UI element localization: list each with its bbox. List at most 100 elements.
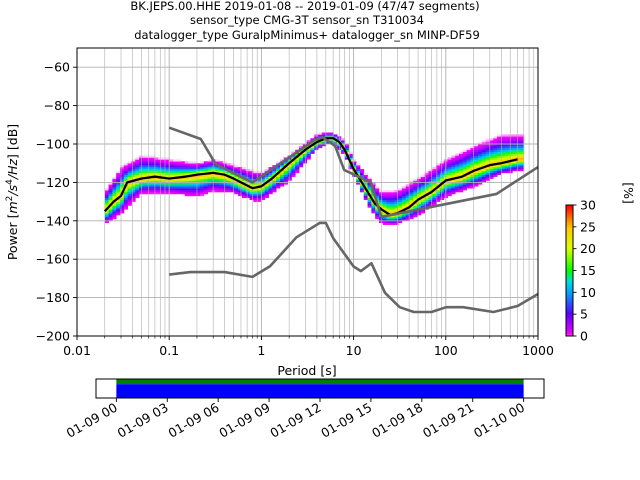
density-cell bbox=[363, 193, 368, 197]
density-cell bbox=[226, 180, 231, 183]
density-cell bbox=[165, 190, 170, 193]
density-cell bbox=[207, 186, 212, 189]
density-cell bbox=[478, 144, 483, 147]
y-tick-label: −100 bbox=[36, 137, 70, 152]
density-cell bbox=[489, 140, 494, 143]
density-cell bbox=[367, 176, 372, 179]
density-cell bbox=[161, 188, 167, 191]
density-cell bbox=[436, 170, 441, 174]
density-cell bbox=[264, 176, 269, 179]
density-cell bbox=[516, 134, 521, 137]
density-cell bbox=[207, 165, 212, 168]
density-cell bbox=[131, 192, 136, 195]
coverage-tick-label: 01-09 00 bbox=[64, 400, 120, 441]
density-cell bbox=[135, 180, 140, 183]
density-cell bbox=[150, 186, 155, 189]
density-cell bbox=[436, 163, 441, 166]
density-cell bbox=[401, 188, 407, 191]
density-cell bbox=[177, 188, 182, 191]
density-cell bbox=[211, 163, 216, 166]
density-cell bbox=[127, 188, 132, 191]
density-cell bbox=[192, 186, 197, 189]
density-cell bbox=[238, 167, 243, 170]
density-cell bbox=[462, 163, 467, 166]
density-cell bbox=[516, 144, 521, 147]
density-cell bbox=[516, 149, 521, 152]
density-cell bbox=[253, 176, 258, 179]
density-cell bbox=[161, 170, 167, 174]
density-cell bbox=[455, 153, 460, 156]
density-cell bbox=[401, 218, 407, 222]
density-cell bbox=[508, 134, 513, 137]
density-cell bbox=[455, 165, 460, 168]
density-cell bbox=[356, 168, 361, 172]
density-cell bbox=[219, 182, 224, 185]
density-cell bbox=[112, 197, 117, 200]
density-cell bbox=[192, 167, 197, 170]
density-cell bbox=[139, 190, 144, 193]
density-cell bbox=[500, 155, 506, 158]
density-cell bbox=[177, 168, 182, 172]
density-cell bbox=[238, 188, 243, 191]
density-cell bbox=[116, 182, 121, 185]
density-cell bbox=[104, 203, 109, 206]
density-cell bbox=[508, 165, 513, 168]
density-cell bbox=[119, 165, 125, 168]
density-cell bbox=[283, 180, 288, 183]
density-cell bbox=[401, 216, 407, 220]
density-cell bbox=[394, 195, 399, 199]
density-cell bbox=[382, 192, 387, 195]
density-cell bbox=[188, 192, 193, 195]
density-cell bbox=[150, 172, 155, 176]
density-cell bbox=[470, 184, 475, 187]
density-cell bbox=[112, 176, 117, 179]
density-cell bbox=[108, 182, 113, 185]
density-cell bbox=[119, 172, 125, 176]
density-cell bbox=[398, 205, 403, 208]
density-cell bbox=[458, 155, 464, 158]
density-cell bbox=[386, 201, 391, 204]
density-cell bbox=[203, 192, 208, 195]
density-cell bbox=[291, 174, 296, 177]
density-cell bbox=[409, 199, 414, 202]
density-cell bbox=[241, 174, 247, 177]
colorbar-segment bbox=[566, 307, 573, 311]
density-cell bbox=[188, 161, 193, 164]
density-cell bbox=[131, 161, 136, 164]
density-cell bbox=[409, 207, 414, 210]
density-cell bbox=[199, 167, 205, 170]
density-cell bbox=[196, 182, 201, 185]
density-cell bbox=[413, 180, 418, 183]
density-cell bbox=[356, 178, 361, 181]
density-cell bbox=[512, 165, 517, 168]
density-cell bbox=[173, 170, 178, 174]
density-cell bbox=[272, 182, 277, 185]
density-cell bbox=[196, 186, 201, 189]
density-cell bbox=[257, 199, 262, 202]
density-cell bbox=[230, 163, 235, 166]
density-cell bbox=[329, 134, 334, 137]
density-cell bbox=[119, 174, 125, 177]
density-cell bbox=[474, 145, 479, 149]
density-cell bbox=[516, 136, 521, 139]
density-cell bbox=[253, 182, 258, 185]
density-cell bbox=[489, 144, 494, 147]
density-cell bbox=[508, 153, 513, 156]
density-cell bbox=[394, 201, 399, 204]
density-cell bbox=[249, 182, 254, 185]
density-cell bbox=[249, 172, 254, 176]
density-cell bbox=[512, 136, 517, 139]
density-cell bbox=[116, 176, 121, 179]
density-cell bbox=[279, 184, 285, 187]
density-cell bbox=[512, 142, 517, 145]
density-cell bbox=[447, 190, 452, 193]
density-cell bbox=[291, 170, 296, 174]
density-cell bbox=[199, 165, 205, 168]
density-cell bbox=[276, 180, 281, 183]
density-cell bbox=[299, 165, 304, 168]
density-cell bbox=[119, 203, 125, 206]
density-cell bbox=[519, 153, 525, 156]
density-cell bbox=[371, 211, 376, 214]
colorbar-segment bbox=[566, 298, 573, 302]
colorbar-segment bbox=[566, 244, 573, 247]
